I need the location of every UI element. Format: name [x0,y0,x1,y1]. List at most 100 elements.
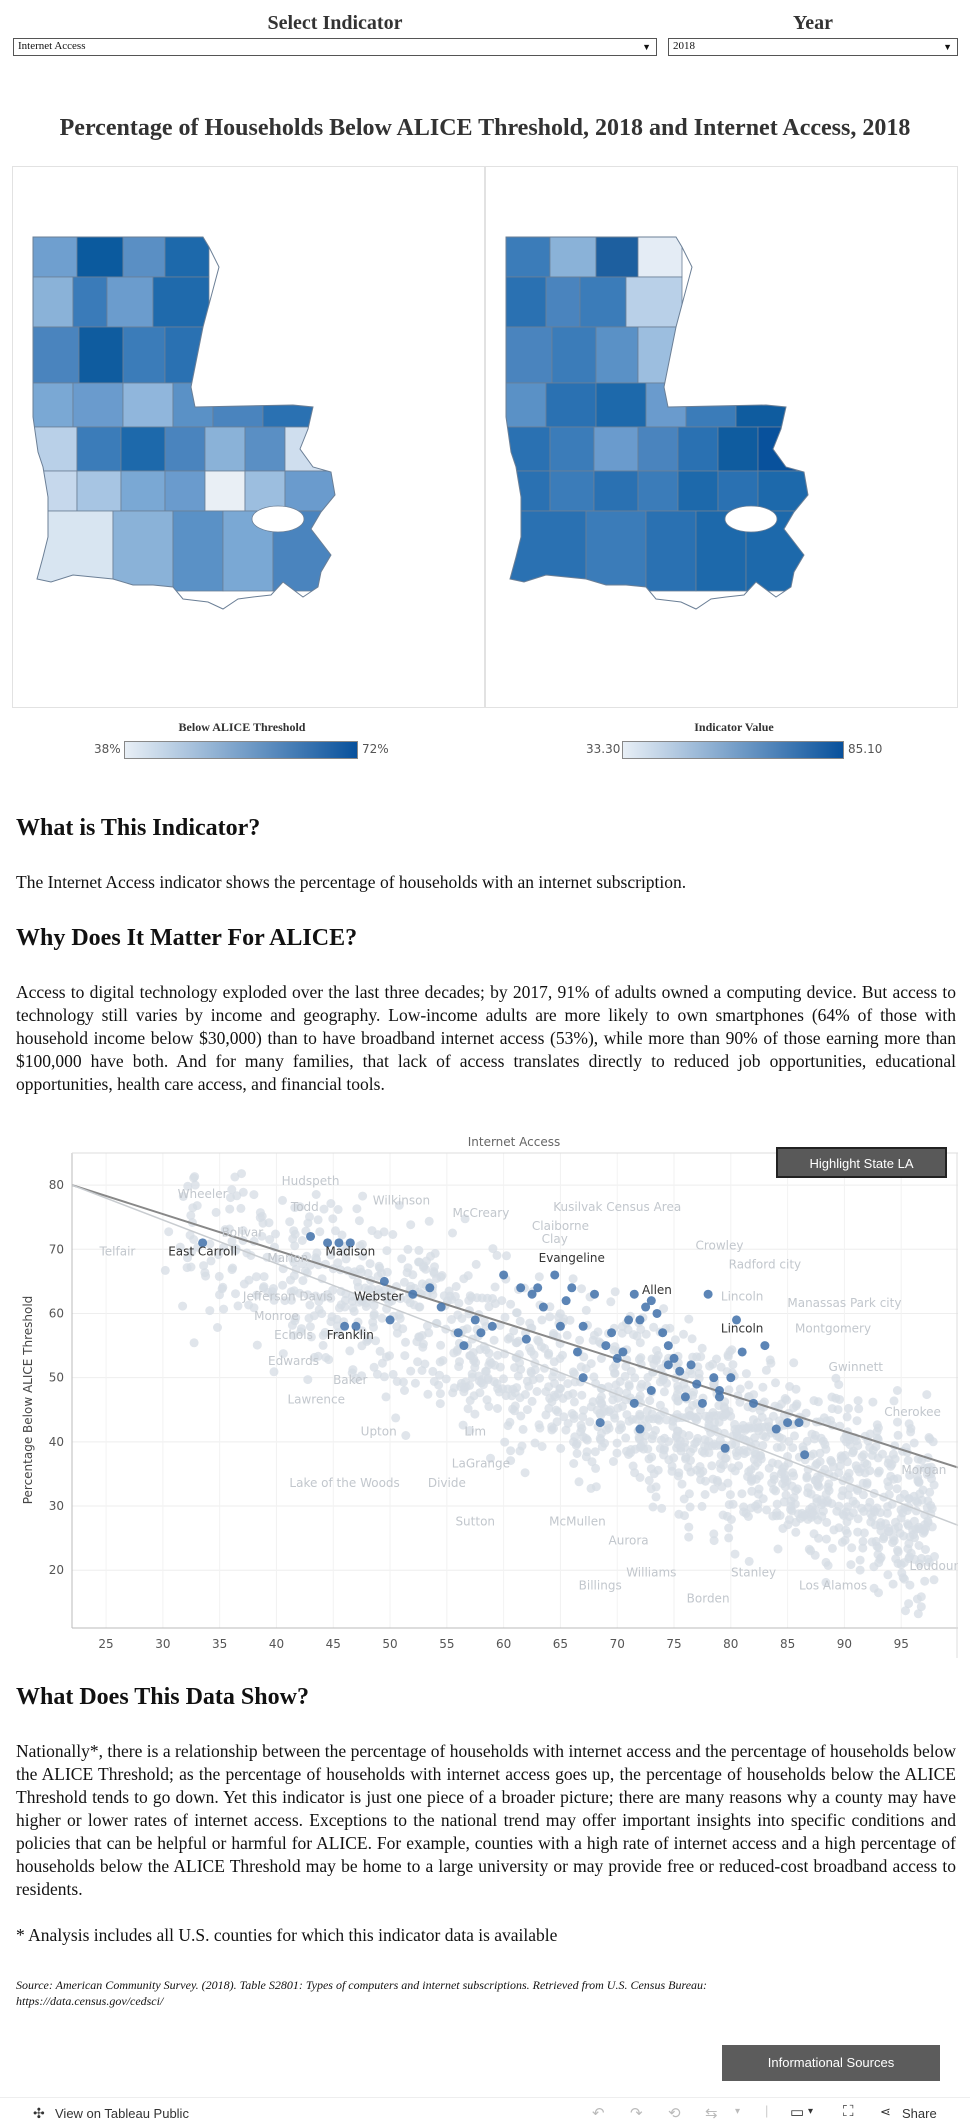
data-point [622,1410,632,1420]
data-point [379,1372,389,1382]
data-point [659,1387,669,1397]
view-on-tableau-link[interactable]: View on Tableau Public [55,2106,189,2121]
data-point [726,1411,736,1421]
data-point [579,1352,589,1362]
point-label: Lake of the Woods [289,1476,399,1490]
data-point [597,1442,607,1452]
data-point [244,1275,254,1285]
data-point [635,1409,645,1419]
indicator-select[interactable]: Internet Access ▼ [13,38,657,56]
data-point [818,1506,828,1516]
data-point [578,1412,588,1422]
data-point [318,1340,328,1350]
highlighted-point [669,1353,679,1363]
share-button[interactable]: Share [902,2106,937,2121]
data-point [333,1205,343,1214]
point-label: Baker [333,1373,367,1387]
data-point [744,1380,754,1390]
data-point [525,1343,534,1353]
highlighted-point [652,1308,662,1318]
data-point [632,1331,642,1341]
trend-line [71,1184,958,1469]
data-point [349,1307,359,1316]
data-point [225,1204,235,1214]
data-point [336,1300,346,1310]
indicator-choropleth-map[interactable] [486,167,957,707]
data-point [723,1478,733,1488]
year-select[interactable]: 2018 ▼ [668,38,958,56]
data-point [373,1230,383,1240]
data-point [807,1429,817,1439]
data-point [773,1544,783,1554]
x-tick-label: 60 [496,1637,511,1651]
data-point [747,1475,757,1485]
data-point [912,1594,922,1604]
data-point [258,1283,268,1293]
undo-icon[interactable]: ↶ [592,2105,605,2122]
highlighted-point [760,1341,770,1351]
y-tick-label: 20 [49,1563,64,1577]
point-label: Claiborne [532,1219,589,1233]
data-point [649,1322,659,1332]
highlighted-point [595,1418,605,1428]
data-point [441,1374,451,1384]
data-point [518,1424,528,1434]
data-point [765,1355,775,1365]
data-point [368,1317,378,1327]
fullscreen-icon[interactable]: ⛶ [843,2103,854,2120]
data-point [590,1447,600,1457]
data-point [834,1468,844,1478]
data-point [486,1453,495,1463]
refresh-icon[interactable]: ⇆ [705,2105,718,2122]
point-label: Crowley [695,1238,743,1252]
data-point [190,1172,200,1182]
data-point [844,1468,854,1478]
point-label: Bolivar [222,1225,264,1239]
data-point [447,1315,456,1324]
x-tick-label: 45 [326,1637,341,1651]
data-point [406,1281,416,1291]
data-point [893,1417,902,1427]
chevron-down-icon[interactable]: ▾ [808,2106,814,2117]
informational-sources-button[interactable]: Informational Sources [722,2045,940,2081]
data-point [848,1508,858,1518]
data-point [213,1323,222,1332]
highlighted-point [334,1238,344,1248]
data-point [535,1423,545,1433]
point-label: Madison [325,1245,375,1259]
x-tick-label: 55 [439,1637,454,1651]
data-point [265,1235,275,1244]
x-tick-label: 40 [269,1637,284,1651]
data-point [709,1484,719,1494]
data-point [233,1301,243,1311]
device-preview-icon[interactable]: ▭ [790,2104,805,2121]
chevron-down-icon[interactable]: ▾ [735,2106,741,2117]
data-point [596,1354,606,1363]
data-point [484,1402,494,1411]
point-label: Borden [687,1591,730,1605]
chevron-down-icon: ▼ [943,42,952,52]
data-point [608,1395,618,1405]
data-point [398,1377,408,1387]
highlight-state-button[interactable]: Highlight State LA [776,1147,947,1178]
redo-icon[interactable]: ↷ [630,2105,643,2122]
data-point [576,1362,586,1372]
data-point [413,1357,423,1367]
data-point [731,1439,741,1449]
data-point [677,1479,687,1489]
data-point [391,1413,401,1423]
point-label: Wheeler [178,1187,228,1201]
data-point [397,1254,407,1264]
data-point [510,1406,519,1416]
highlighted-point [470,1315,480,1325]
revert-icon[interactable]: ⟲ [668,2105,681,2122]
share-icon[interactable]: ⋖ [880,2104,891,2119]
data-point [559,1412,569,1422]
data-point [869,1562,879,1572]
scatter-chart[interactable]: East Carroll Madison Evangeline Allen Webste… [12,1128,958,1658]
alice-choropleth-map[interactable] [13,167,484,707]
data-point [357,1341,367,1351]
data-point [860,1458,870,1468]
data-point [311,1253,321,1263]
data-point [641,1329,651,1339]
